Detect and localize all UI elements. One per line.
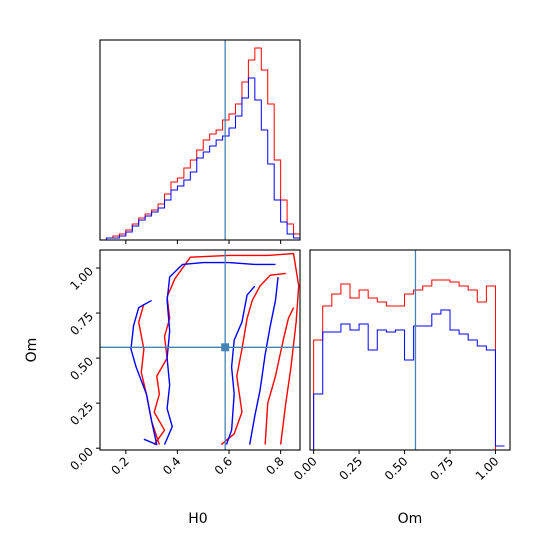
joint-ytick-label-2: 0.50 xyxy=(67,354,96,383)
contour-5 xyxy=(163,261,276,445)
joint-ytick-label-3: 0.75 xyxy=(67,309,96,338)
contour-0 xyxy=(153,252,300,445)
joint-xtick-label-3: 0.8 xyxy=(263,454,286,477)
h0-histogram-panel xyxy=(99,39,301,244)
om-xtick-label-0: 0.00 xyxy=(291,454,320,483)
om-x-ticks: 0.00 0.25 0.50 0.75 1.00 xyxy=(291,450,502,483)
h0-histogram-ticks xyxy=(125,240,282,244)
joint-xtick-label-2: 0.6 xyxy=(212,454,235,477)
joint-frame xyxy=(99,249,301,451)
histogram-step-0 xyxy=(313,279,505,451)
h0-histogram-series xyxy=(100,47,301,241)
om-xtick-label-4: 1.00 xyxy=(473,454,502,483)
contour-3 xyxy=(264,307,295,445)
histogram-step-0 xyxy=(100,47,301,241)
h0-histogram-frame xyxy=(99,39,301,241)
x-axis-label-h0: H0 xyxy=(188,511,207,527)
joint-y-ticks: 0.00 0.25 0.50 0.75 1.00 xyxy=(67,264,100,473)
joint-ytick-label-4: 1.00 xyxy=(67,264,96,293)
joint-truth-marker xyxy=(221,343,230,352)
joint-contour-panel: 0.2 0.4 0.6 0.8 0.00 0.25 0.50 0.75 1.00 xyxy=(67,249,301,478)
joint-xtick-label-0: 0.2 xyxy=(109,454,132,477)
om-histogram-panel: 0.00 0.25 0.50 0.75 1.00 xyxy=(291,249,511,483)
om-histogram-frame xyxy=(309,249,511,451)
joint-xtick-label-1: 0.4 xyxy=(160,454,183,477)
om-histogram-series xyxy=(313,279,505,451)
contour-4 xyxy=(130,299,158,446)
joint-x-ticks: 0.2 0.4 0.6 0.8 xyxy=(109,450,287,478)
contour-7 xyxy=(248,276,279,445)
om-xtick-label-3: 0.75 xyxy=(427,454,456,483)
x-axis-label-om: Om xyxy=(398,511,423,527)
om-xtick-label-2: 0.50 xyxy=(382,454,411,483)
om-xtick-label-1: 0.25 xyxy=(336,454,365,483)
contour-2 xyxy=(220,272,286,446)
joint-contours xyxy=(130,252,300,446)
histogram-step-1 xyxy=(313,309,505,450)
joint-ytick-label-1: 0.25 xyxy=(67,399,96,428)
contour-6 xyxy=(225,285,256,445)
y-axis-label-om: Om xyxy=(24,338,40,363)
joint-ytick-label-0: 0.00 xyxy=(67,444,96,473)
histogram-step-1 xyxy=(100,77,301,241)
contour-1 xyxy=(138,303,161,445)
